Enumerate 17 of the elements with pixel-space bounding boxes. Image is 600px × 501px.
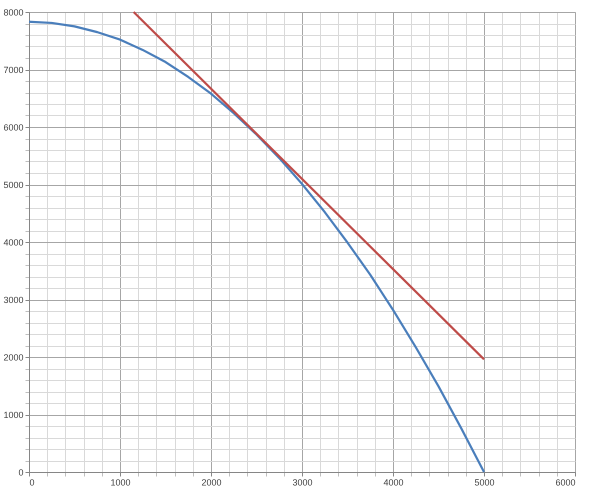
y-tick-label: 4000: [3, 238, 24, 248]
y-tick-label: 1000: [3, 410, 24, 420]
x-tick-label: 5000: [474, 478, 495, 488]
y-tick-label: 2000: [3, 352, 24, 362]
line-series: [28, 20, 486, 474]
y-tick-label: 7000: [3, 65, 24, 75]
y-tick-label: 6000: [3, 122, 24, 132]
x-tick-label: 6000: [555, 478, 576, 488]
y-tick-label: 3000: [3, 295, 24, 305]
y-tick-label: 5000: [3, 180, 24, 190]
x-tick-label: 3000: [292, 478, 313, 488]
x-tick-label: 2000: [201, 478, 222, 488]
x-tick-label: 1000: [110, 478, 131, 488]
y-tick-label: 0: [18, 468, 24, 478]
x-tick-label: 0: [30, 478, 35, 488]
x-tick-label: 4000: [383, 478, 404, 488]
y-tick-label: 8000: [3, 8, 24, 18]
